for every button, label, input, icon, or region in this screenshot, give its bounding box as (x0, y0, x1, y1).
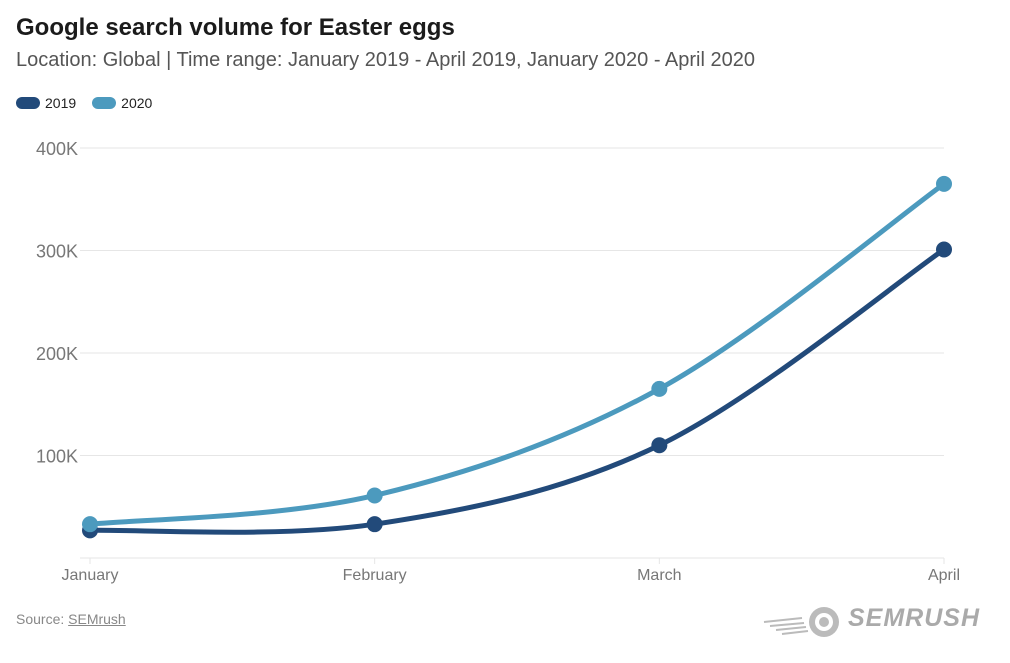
semrush-fireball-logo-icon (763, 607, 839, 637)
y-tick-label: 200K (36, 344, 78, 364)
x-tick-label: April (928, 567, 960, 584)
data-point-2019 (366, 516, 383, 533)
data-point-2020 (936, 175, 952, 192)
source-link[interactable]: SEMrush (68, 611, 126, 627)
data-point-2020 (651, 380, 668, 397)
chart-legend: 2019 2020 (16, 95, 168, 111)
semrush-logo: SEMRUSH (762, 604, 994, 640)
data-point-2019 (651, 437, 668, 454)
y-tick-label: 300K (36, 242, 78, 262)
legend-item-2020[interactable]: 2020 (92, 95, 152, 111)
y-tick-label: 400K (36, 139, 78, 159)
source-note: Source: SEMrush (16, 611, 126, 627)
legend-label-2019: 2019 (45, 95, 77, 111)
legend-item-2019[interactable]: 2019 (16, 95, 76, 111)
legend-label-2020: 2020 (121, 95, 153, 111)
x-tick-label: January (62, 567, 119, 584)
semrush-wordmark: SEMRUSH (848, 604, 981, 632)
chart-title: Google search volume for Easter eggs (16, 14, 455, 41)
data-point-2020 (82, 516, 98, 533)
y-tick-label: 100K (36, 447, 78, 467)
legend-swatch-2020 (92, 97, 117, 109)
x-tick-label: March (637, 567, 681, 584)
data-point-2020 (366, 487, 383, 504)
chart-subtitle: Location: Global | Time range: January 2… (16, 49, 755, 71)
series-line-2019 (87, 246, 947, 535)
series-line-2020 (87, 181, 947, 527)
legend-swatch-2019 (16, 97, 40, 109)
source-prefix: Source: (16, 611, 65, 627)
data-point-2019 (936, 241, 952, 258)
x-tick-label: February (343, 567, 407, 584)
